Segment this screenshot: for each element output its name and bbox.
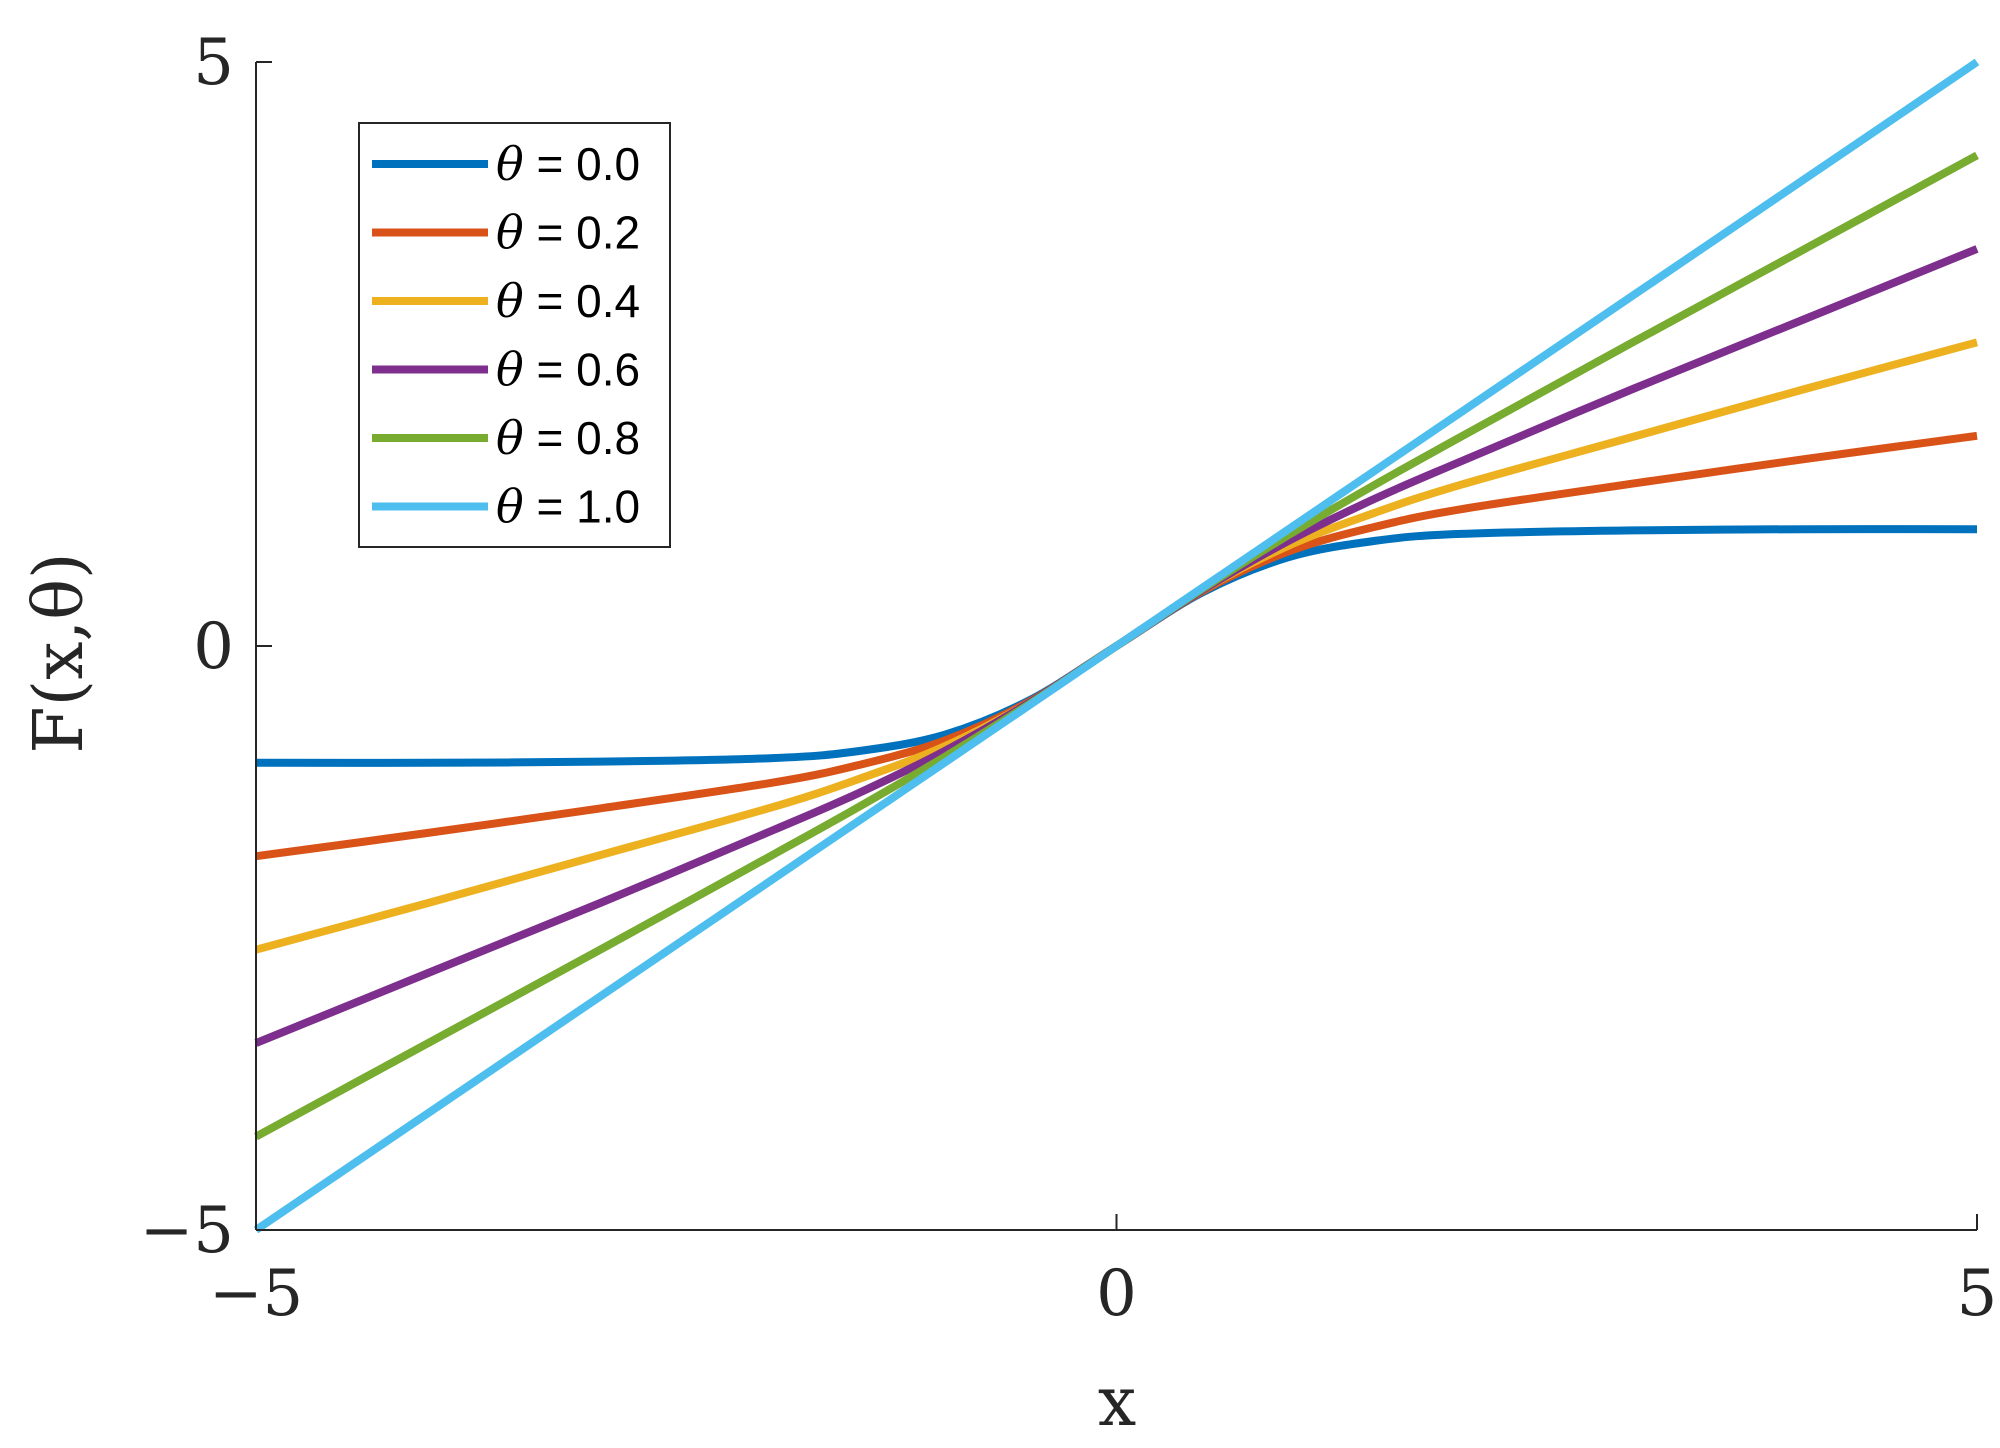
y-tick-label-1: 0 bbox=[193, 610, 234, 684]
legend: θ = 0.0 θ = 0.2 θ = 0.4 θ = 0.6 θ = 0.8 θ = 1… bbox=[358, 122, 671, 548]
series-layer bbox=[253, 58, 1980, 1234]
legend-label-3: θ = 0.6 bbox=[496, 343, 640, 397]
legend-label-0: θ = 0.0 bbox=[496, 137, 640, 191]
legend-label-5: θ = 1.0 bbox=[496, 480, 640, 534]
x-tick-label-1: 0 bbox=[1096, 1257, 1137, 1331]
legend-label-2: θ = 0.4 bbox=[496, 274, 640, 328]
legend-label-4: θ = 0.8 bbox=[496, 411, 640, 465]
x-tick-label-0: −5 bbox=[209, 1257, 303, 1331]
legend-label-1: θ = 0.2 bbox=[496, 206, 640, 260]
y-tick-label-0: −5 bbox=[140, 1194, 234, 1268]
ticks: −5 0 5 −5 0 5 bbox=[140, 26, 1998, 1331]
x-tick-label-2: 5 bbox=[1957, 1257, 1998, 1331]
y-axis-label: F(x,θ) bbox=[20, 552, 99, 753]
y-tick-label-2: 5 bbox=[193, 26, 234, 100]
x-axis-label: x bbox=[1098, 1363, 1136, 1442]
series-line-5 bbox=[253, 58, 1980, 1234]
legend-box bbox=[358, 122, 671, 548]
